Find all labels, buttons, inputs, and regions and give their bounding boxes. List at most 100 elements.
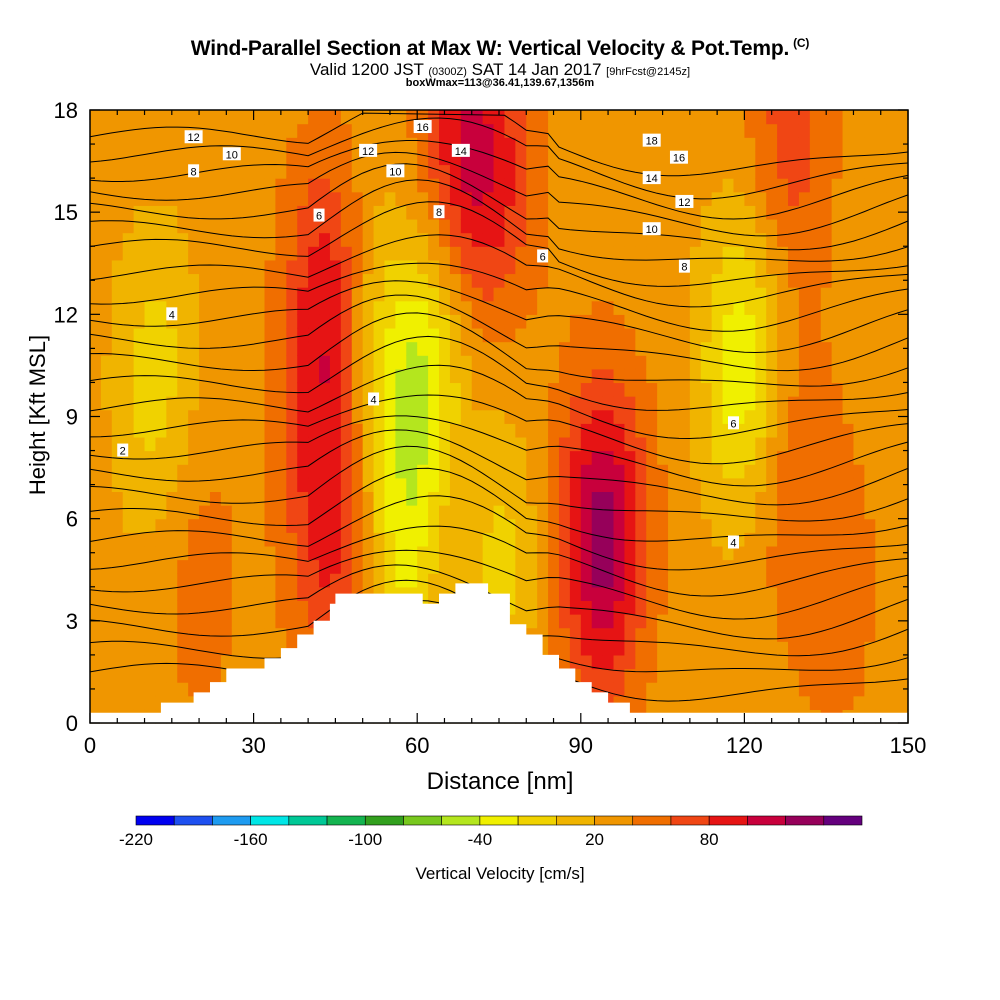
heatmap-cell [733,450,745,465]
heatmap-cell [602,355,615,370]
heatmap-cell [668,123,680,138]
heatmap-cell [482,423,495,438]
heatmap-cell [820,355,833,370]
heatmap-cell [689,355,702,370]
heatmap-cell [199,436,211,452]
heatmap-cell [133,205,146,220]
heatmap-cell [897,573,909,588]
heatmap-cell [329,532,342,547]
heatmap-cell [657,232,669,247]
heatmap-cell [340,327,353,343]
heatmap-cell [417,450,429,465]
heatmap-cell [384,300,396,315]
heatmap-cell [308,382,320,397]
heatmap-cell [602,682,615,697]
heatmap-cell [406,246,418,261]
heatmap-cell [264,477,277,493]
heatmap-cell [449,164,462,179]
heatmap-cell [580,423,593,438]
heatmap-cell [755,545,767,561]
heatmap-cell [482,505,495,520]
heatmap-cell [340,382,353,397]
heatmap-cell [809,491,822,506]
heatmap-cell [624,396,636,411]
heatmap-cell [875,505,887,520]
heatmap-cell [798,382,811,397]
heatmap-cell [591,137,604,152]
heatmap-cell [329,573,342,588]
heatmap-cell [275,559,287,574]
heatmap-cell [864,150,876,166]
heatmap-cell [842,464,855,479]
heatmap-cell [722,436,735,452]
heatmap-cell [777,246,789,261]
heatmap-cell [548,573,560,588]
heatmap-cell [460,423,473,438]
heatmap-cell [319,327,331,343]
heatmap-cell [319,505,331,520]
contour-line [89,429,909,506]
heatmap-cell [384,273,396,288]
heatmap-cell [308,110,320,125]
heatmap-cell [798,423,811,438]
heatmap-cell [678,246,691,261]
heatmap-cell [188,218,200,234]
heatmap-cell [482,464,495,479]
heatmap-cell [286,178,298,193]
heatmap-cell [624,355,636,370]
heatmap-cell [122,164,135,179]
heatmap-cell [122,341,135,356]
heatmap-cell [689,150,702,166]
heatmap-cell [886,123,898,138]
heatmap-cell [253,327,266,343]
heatmap-cell [144,164,157,179]
heatmap-cell [297,545,309,561]
heatmap-cell [188,409,200,424]
heatmap-cell [329,382,342,397]
heatmap-cell [700,627,713,642]
heatmap-cell [569,137,582,152]
heatmap-cell [417,232,429,247]
axis-ticks [89,109,909,724]
heatmap-cell [624,641,636,656]
heatmap-cell [100,382,113,397]
heatmap-cell [689,586,702,601]
y-axis-title: Height [Kft MSL] [25,334,50,496]
heatmap-cell [788,191,800,206]
heatmap-cell [798,491,811,506]
heatmap-cell [602,368,615,384]
heatmap-cell [624,682,636,697]
heatmap-cell [678,327,691,343]
heatmap-cell [548,559,560,574]
heatmap-cell [777,518,789,533]
heatmap-cell [90,355,102,370]
heatmap-cell [689,559,702,574]
heatmap-cell [209,137,222,152]
heatmap-cell [842,682,855,697]
heatmap-cell [460,259,473,275]
heatmap-cell [504,477,516,493]
heatmap-cell [264,491,277,506]
heatmap-cell [439,382,451,397]
heatmap-cell [744,600,756,615]
heatmap-cell [809,287,822,302]
heatmap-cell [711,355,724,370]
heatmap-cell [646,586,658,601]
heatmap-cell [569,300,582,315]
heatmap-cell [635,396,647,411]
heatmap-cell [504,150,516,166]
heatmap-cell [668,178,680,193]
heatmap-cell [831,314,844,329]
heatmap-cell [689,654,702,670]
heatmap-cell [580,600,593,615]
heatmap-cell [286,287,298,302]
heatmap-cell [199,559,211,574]
heatmap-cell [635,123,647,138]
contour-line [89,394,909,465]
heatmap-cell [580,641,593,656]
heatmap-cell [220,382,233,397]
heatmap-cell [329,191,342,206]
heatmap-cell [537,505,549,520]
heatmap-cell [820,545,833,561]
heatmap-cell [133,532,146,547]
